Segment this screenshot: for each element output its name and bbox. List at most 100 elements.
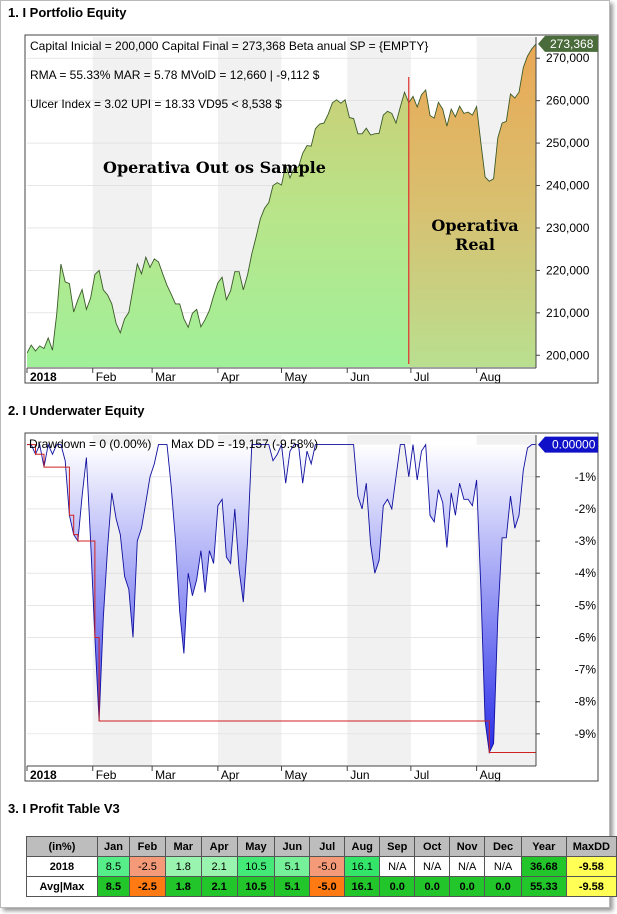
underwater-y-tick-label: -7% — [575, 663, 597, 677]
equity-info-line-1: Capital Inicial = 200,000 Capital Final … — [30, 39, 428, 53]
profit-table-header-cell: Mar — [164, 836, 202, 857]
eq-x-tick-label: 2018 — [30, 370, 57, 384]
profit-table-header-cell: Jul — [309, 836, 346, 857]
equity-y-tick-label: 250,000 — [546, 136, 590, 150]
profit-table-header-cell: Feb — [129, 836, 166, 857]
profit-table-header-cell: Jan — [96, 836, 131, 857]
profit-table-header-cell: May — [236, 836, 276, 857]
uw-x-tick-label: May — [285, 768, 308, 782]
profit-table-header-cell: (in%) — [26, 836, 98, 857]
profit-table-cell: 5.1 — [274, 876, 311, 897]
equity-y-tick-label: 200,000 — [546, 348, 590, 362]
profit-table-header-cell: Dec — [484, 836, 522, 857]
profit-table-cell: 0.0 — [449, 876, 486, 897]
underwater-fill — [27, 444, 536, 753]
equity-y-tick-label: 270,000 — [546, 51, 590, 65]
eq-x-tick-label: May — [285, 370, 308, 384]
uw-x-tick-label: Feb — [96, 768, 117, 782]
profit-table-cell: 5.1 — [274, 856, 311, 877]
underwater-info-drawdown: Drawdown = 0 (0.00%) — [29, 437, 151, 451]
equity-chart: 200,000 210,000 220,000 230,000 240,000 250,0… — [24, 34, 599, 384]
underwater-gridlines — [27, 476, 536, 735]
eq-x-tick-label: Apr — [221, 370, 240, 384]
uw-x-tick-label: Jul — [414, 768, 429, 782]
eq-x-tick-label: Aug — [480, 370, 501, 384]
eq-x-tick-label: Jul — [414, 370, 429, 384]
equity-area — [27, 43, 536, 367]
equity-x-ticks: 2018 Feb Mar Apr May Jun Jul Aug — [26, 368, 501, 384]
underwater-info-maxdd: Max DD = -19,157 (-9.58%) — [171, 437, 318, 451]
equity-section-title: 1. I Portfolio Equity — [8, 5, 127, 20]
annotation-real-line-2: Real — [455, 235, 495, 254]
equity-info-line-2: RMA = 55.33% MAR = 5.78 MVolD = 12,660 |… — [30, 68, 320, 82]
equity-last-value-badge: 273,368 — [538, 35, 598, 52]
underwater-last-value-badge: 0.00000 — [538, 436, 598, 453]
profit-table-header-cell: Jun — [274, 836, 311, 857]
profit-table-cell: -5.0 — [309, 856, 346, 877]
profit-table-header-cell: Nov — [449, 836, 486, 857]
profit-table-cell: -2.5 — [129, 876, 166, 897]
profit-table-cell: N/A — [379, 856, 416, 877]
profit-table-cell: 0.0 — [414, 876, 451, 897]
underwater-drawdown-line — [27, 442, 536, 755]
profit-table-cell: 2.1 — [200, 876, 238, 897]
equity-info-line-3: Ulcer Index = 3.02 UPI = 18.33 VD95 < 8,… — [30, 97, 282, 111]
profit-table-header-cell: Aug — [344, 836, 381, 857]
equity-area-out-of-sample — [27, 92, 409, 367]
underwater-y-tick-label: -1% — [575, 470, 597, 484]
eq-x-tick-label: Feb — [96, 370, 117, 384]
equity-area-real — [408, 43, 536, 367]
uw-x-tick-label: 2018 — [30, 768, 57, 782]
profit-table-cell: N/A — [484, 856, 522, 877]
profit-table-cell: -9.58 — [565, 876, 617, 897]
underwater-y-tick-label: -2% — [575, 502, 597, 516]
profit-table-cell: 55.33 — [520, 876, 567, 897]
underwater-y-ticks: -1% -2% -3% -4% -5% -6% -7% -8% -9% — [536, 470, 596, 741]
profit-table-cell: 36.68 — [520, 856, 567, 877]
profit-table-cell: 10.5 — [236, 876, 276, 897]
equity-last-value: 273,368 — [550, 37, 594, 51]
profit-table-cell: 0.0 — [484, 876, 522, 897]
profit-section-title: 3. I Profit Table V3 — [8, 801, 120, 816]
equity-y-tick-label: 260,000 — [546, 94, 590, 108]
profit-table-cell: 2.1 — [200, 856, 238, 877]
profit-table-cell: 1.8 — [164, 856, 202, 877]
profit-table-row-avgmax: Avg|Max 8.5 -2.5 1.8 2.1 10.5 5.1 -5.0 16.1 0.0 0.… — [26, 876, 617, 897]
uw-x-tick-label: Mar — [155, 768, 176, 782]
equity-y-ticks: 200,000 210,000 220,000 230,000 240,000 250,0… — [536, 51, 590, 362]
profit-table-row-2018: 2018 8.5 -2.5 1.8 2.1 10.5 5.1 -5.0 16.1 N/A N/A N/… — [26, 856, 617, 877]
profit-table-cell: 8.5 — [96, 876, 131, 897]
equity-y-tick-label: 230,000 — [546, 221, 590, 235]
underwater-y-tick-label: -9% — [575, 727, 597, 741]
profit-table-cell: 10.5 — [236, 856, 276, 877]
annotation-real-line-1: Operativa — [431, 216, 518, 235]
underwater-chart: -1% -2% -3% -4% -5% -6% -7% -8% -9% 2018 Feb Mar Ap… — [24, 432, 599, 782]
profit-table-header-cell: Year — [520, 836, 567, 857]
uw-x-tick-label: Aug — [480, 768, 501, 782]
underwater-y-tick-label: -5% — [575, 598, 597, 612]
profit-table-cell: 16.1 — [344, 856, 381, 877]
profit-table-row-label: 2018 — [26, 856, 98, 877]
profit-table-row-label: Avg|Max — [26, 876, 98, 897]
equity-badge-shape — [538, 35, 598, 52]
equity-y-tick-label: 210,000 — [546, 306, 590, 320]
eq-x-tick-label: Jun — [350, 370, 369, 384]
underwater-badge-shape — [538, 436, 598, 453]
underwater-y-tick-label: -6% — [575, 630, 597, 644]
equity-y-tick-label: 240,000 — [546, 179, 590, 193]
underwater-area — [27, 442, 536, 755]
profit-table-header-cell: Oct — [414, 836, 451, 857]
profit-table-header-cell: Sep — [379, 836, 416, 857]
equity-line — [27, 43, 536, 354]
underwater-x-ticks: 2018 Feb Mar Apr May Jun Jul Aug — [26, 766, 501, 782]
profit-table-cell: -2.5 — [129, 856, 166, 877]
profit-table-cell: 16.1 — [344, 876, 381, 897]
profit-table: (in%) Jan Feb Mar Apr May Jun Jul Aug Sep Oct Nov De… — [26, 836, 617, 897]
profit-table-cell: N/A — [449, 856, 486, 877]
profit-table-header-row: (in%) Jan Feb Mar Apr May Jun Jul Aug Sep Oct Nov De… — [26, 836, 617, 857]
uw-x-tick-label: Apr — [221, 768, 240, 782]
profit-table-cell: 0.0 — [379, 876, 416, 897]
profit-table-cell: 1.8 — [164, 876, 202, 897]
profit-table-header-cell: Apr — [200, 836, 238, 857]
underwater-maxdd-line — [27, 444, 536, 753]
